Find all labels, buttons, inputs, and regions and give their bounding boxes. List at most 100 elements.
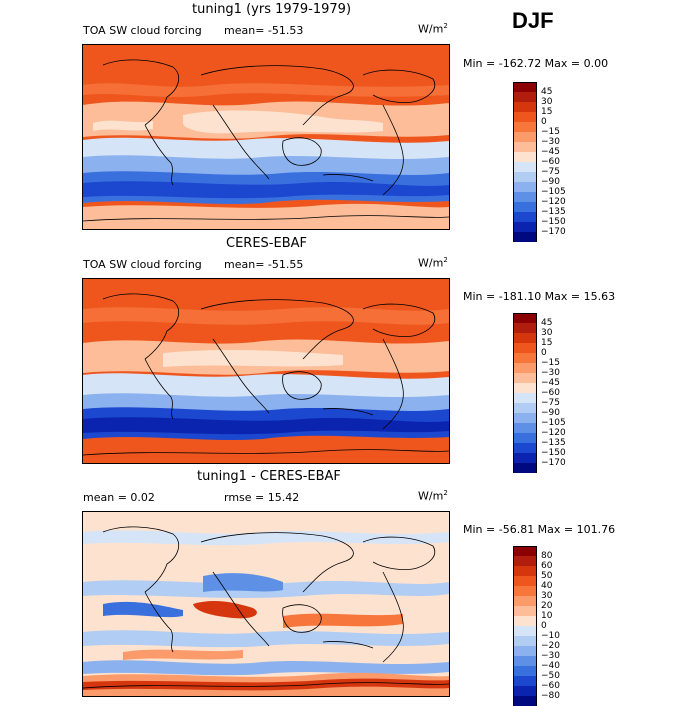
legend-swatch — [513, 363, 537, 373]
panel1-legend: 45 30 15 0 −15 −30 −45 −60 −75 −90 −105 −120 −135 −15… — [513, 82, 566, 242]
panel3-title: tuning1 - CERES-EBAF — [197, 469, 341, 484]
legend-swatch — [513, 142, 537, 152]
legend-swatch — [513, 676, 537, 686]
legend-label: 30 — [541, 328, 553, 338]
legend-label: −80 — [541, 691, 560, 701]
legend-swatch — [513, 443, 537, 453]
panel3-map — [82, 511, 450, 697]
legend-label: −170 — [541, 227, 566, 237]
legend-label: −150 — [541, 217, 566, 227]
panel1-mean: mean= -51.53 — [224, 24, 304, 37]
legend-label: 0 — [541, 348, 547, 358]
legend-label: −10 — [541, 631, 560, 641]
legend-label: −90 — [541, 177, 560, 187]
panel3-units: W/m2 — [418, 489, 448, 503]
panel2-minmax: Min = -181.10 Max = 15.63 — [463, 290, 616, 303]
legend-label: 0 — [541, 621, 547, 631]
legend-label: −75 — [541, 167, 560, 177]
legend-swatch — [513, 546, 537, 556]
legend-swatch — [513, 323, 537, 333]
legend-swatch — [513, 112, 537, 122]
panel3-legend: 80 60 50 40 30 20 10 0 −10 −20 −30 −40 −50 −60 −80 — [513, 546, 560, 706]
legend-swatch — [513, 232, 537, 242]
legend-swatch — [513, 576, 537, 586]
legend-label: −15 — [541, 127, 560, 137]
legend-label: −120 — [541, 428, 566, 438]
panel3-minmax: Min = -56.81 Max = 101.76 — [463, 523, 616, 536]
legend-label: 15 — [541, 107, 553, 117]
legend-swatch — [513, 102, 537, 112]
legend-swatch — [513, 403, 537, 413]
panel2-legend: 45 30 15 0 −15 −30 −45 −60 −75 −90 −105 −120 −135 −15… — [513, 313, 566, 473]
legend-swatch — [513, 586, 537, 596]
panel3-mean: mean = 0.02 — [83, 491, 155, 504]
legend-swatch — [513, 556, 537, 566]
legend-label: −50 — [541, 671, 560, 681]
season-label: DJF — [512, 8, 554, 33]
legend-label: −30 — [541, 368, 560, 378]
legend-swatch — [513, 333, 537, 343]
legend-label: −45 — [541, 147, 560, 157]
legend-swatch — [513, 192, 537, 202]
legend-label: 40 — [541, 581, 553, 591]
legend-swatch — [513, 313, 537, 323]
legend-label: −90 — [541, 408, 560, 418]
legend-label: −120 — [541, 197, 566, 207]
legend-swatch — [513, 636, 537, 646]
legend-label: 30 — [541, 97, 553, 107]
legend-swatch — [513, 413, 537, 423]
legend-label: 30 — [541, 591, 553, 601]
panel3-rmse: rmse = 15.42 — [224, 491, 300, 504]
legend-swatch — [513, 433, 537, 443]
legend-label: 50 — [541, 571, 553, 581]
legend-swatch — [513, 343, 537, 353]
panel1-minmax: Min = -162.72 Max = 0.00 — [463, 57, 609, 70]
legend-swatch — [513, 82, 537, 92]
legend-swatch — [513, 373, 537, 383]
legend-swatch — [513, 393, 537, 403]
legend-swatch — [513, 152, 537, 162]
panel2-variable: TOA SW cloud forcing — [83, 258, 202, 271]
legend-swatch — [513, 172, 537, 182]
legend-label: −60 — [541, 388, 560, 398]
legend-label: 10 — [541, 611, 553, 621]
legend-swatch — [513, 616, 537, 626]
panel1-units: W/m2 — [418, 22, 448, 36]
legend-label: 45 — [541, 318, 553, 328]
legend-swatch — [513, 626, 537, 636]
legend-label: 60 — [541, 561, 553, 571]
panel2-title: CERES-EBAF — [226, 236, 307, 251]
panel1-variable: TOA SW cloud forcing — [83, 24, 202, 37]
panel1-map — [82, 44, 450, 230]
legend-label: −30 — [541, 137, 560, 147]
legend-swatch — [513, 132, 537, 142]
legend-label: −15 — [541, 358, 560, 368]
legend-label: 80 — [541, 551, 553, 561]
panel2-mean: mean= -51.55 — [224, 258, 304, 271]
legend-swatch — [513, 696, 537, 706]
legend-label: 20 — [541, 601, 553, 611]
legend-swatch — [513, 212, 537, 222]
legend-label: 15 — [541, 338, 553, 348]
legend-swatch — [513, 383, 537, 393]
legend-swatch — [513, 666, 537, 676]
legend-swatch — [513, 453, 537, 463]
legend-swatch — [513, 566, 537, 576]
legend-label: −105 — [541, 187, 566, 197]
legend-swatch — [513, 463, 537, 473]
legend-label: −75 — [541, 398, 560, 408]
legend-label: 0 — [541, 117, 547, 127]
legend-swatch — [513, 646, 537, 656]
panel1-title: tuning1 (yrs 1979-1979) — [192, 2, 352, 17]
panel2-contour-field — [83, 279, 449, 463]
legend-label: −20 — [541, 641, 560, 651]
legend-label: −45 — [541, 378, 560, 388]
legend-label: −135 — [541, 207, 566, 217]
legend-swatch — [513, 606, 537, 616]
legend-swatch — [513, 92, 537, 102]
legend-swatch — [513, 686, 537, 696]
legend-swatch — [513, 202, 537, 212]
legend-swatch — [513, 122, 537, 132]
panel1-contour-field — [83, 45, 449, 229]
panel2-map — [82, 278, 450, 464]
